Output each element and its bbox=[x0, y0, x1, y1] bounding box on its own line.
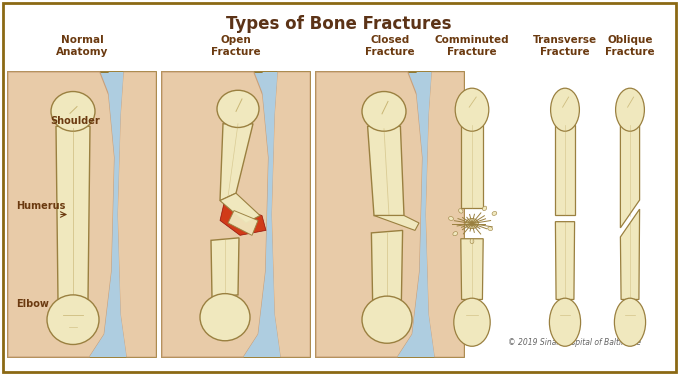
Ellipse shape bbox=[616, 88, 644, 131]
Text: Closed
Fracture: Closed Fracture bbox=[365, 34, 415, 57]
Polygon shape bbox=[243, 72, 280, 357]
Polygon shape bbox=[211, 238, 239, 297]
Polygon shape bbox=[371, 230, 403, 300]
Polygon shape bbox=[316, 72, 422, 357]
Ellipse shape bbox=[492, 211, 497, 216]
Polygon shape bbox=[461, 125, 483, 208]
Polygon shape bbox=[220, 203, 266, 236]
Ellipse shape bbox=[614, 298, 646, 346]
Polygon shape bbox=[374, 216, 419, 230]
Ellipse shape bbox=[217, 90, 259, 128]
Text: Humerus: Humerus bbox=[16, 201, 65, 211]
Polygon shape bbox=[555, 125, 574, 215]
Ellipse shape bbox=[549, 298, 581, 346]
Polygon shape bbox=[555, 222, 574, 300]
Polygon shape bbox=[461, 239, 483, 300]
Polygon shape bbox=[8, 72, 115, 357]
Polygon shape bbox=[117, 72, 156, 357]
Bar bbox=[8, 72, 156, 357]
Ellipse shape bbox=[488, 226, 493, 231]
Text: Normal
Anatomy: Normal Anatomy bbox=[56, 34, 108, 57]
Text: Elbow: Elbow bbox=[16, 299, 49, 309]
Polygon shape bbox=[56, 126, 90, 300]
Bar bbox=[316, 72, 464, 357]
Ellipse shape bbox=[483, 206, 487, 211]
Text: Oblique
Fracture: Oblique Fracture bbox=[605, 34, 655, 57]
Text: © 2019 Sinai Hospital of Baltimore: © 2019 Sinai Hospital of Baltimore bbox=[509, 338, 642, 347]
Text: Comminuted
Fracture: Comminuted Fracture bbox=[435, 34, 509, 57]
Polygon shape bbox=[220, 124, 253, 201]
Polygon shape bbox=[621, 125, 640, 228]
Text: Open
Fracture: Open Fracture bbox=[211, 34, 261, 57]
Ellipse shape bbox=[454, 298, 490, 346]
Text: Types of Bone Fractures: Types of Bone Fractures bbox=[226, 15, 452, 33]
Ellipse shape bbox=[362, 92, 406, 131]
Bar bbox=[162, 72, 310, 357]
Polygon shape bbox=[90, 72, 126, 357]
Polygon shape bbox=[367, 126, 404, 216]
Ellipse shape bbox=[470, 239, 474, 244]
Polygon shape bbox=[228, 210, 258, 236]
Polygon shape bbox=[426, 72, 464, 357]
Ellipse shape bbox=[51, 92, 95, 131]
Text: Transverse
Fracture: Transverse Fracture bbox=[533, 34, 597, 57]
Ellipse shape bbox=[453, 232, 458, 236]
Ellipse shape bbox=[47, 295, 99, 345]
Polygon shape bbox=[272, 72, 310, 357]
Polygon shape bbox=[162, 72, 269, 357]
Ellipse shape bbox=[455, 88, 489, 131]
Text: Shoulder: Shoulder bbox=[50, 116, 100, 126]
Ellipse shape bbox=[551, 88, 579, 131]
Ellipse shape bbox=[200, 294, 250, 341]
Ellipse shape bbox=[362, 296, 412, 343]
Polygon shape bbox=[220, 193, 260, 223]
Polygon shape bbox=[397, 72, 435, 357]
Ellipse shape bbox=[458, 209, 463, 213]
Polygon shape bbox=[621, 209, 640, 300]
Ellipse shape bbox=[449, 217, 454, 220]
Ellipse shape bbox=[466, 219, 478, 229]
